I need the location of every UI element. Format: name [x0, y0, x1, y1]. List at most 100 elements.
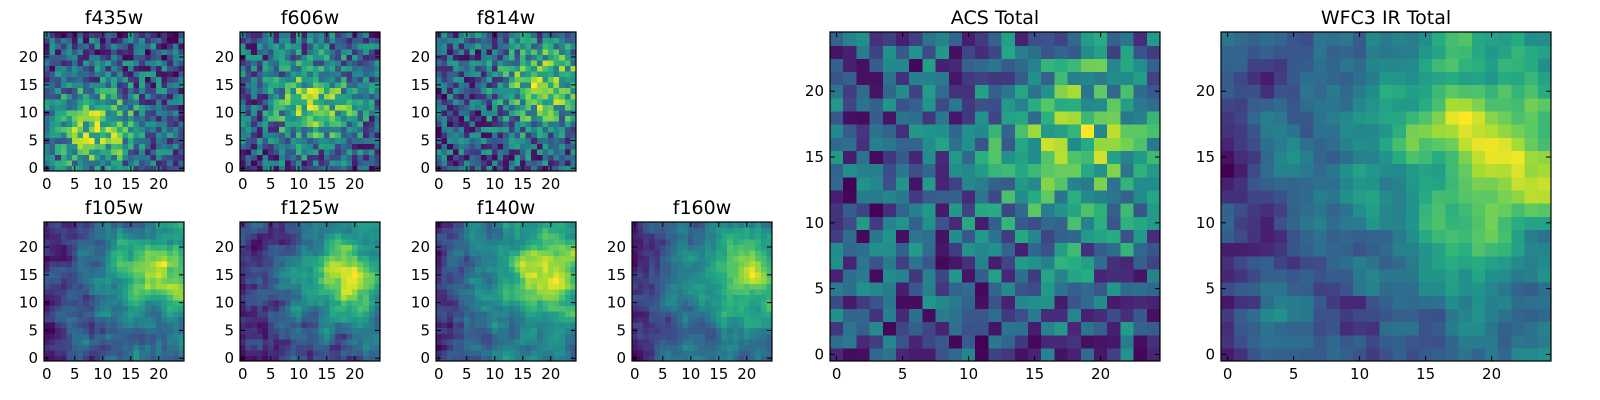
heatmap-cell — [251, 87, 258, 94]
heatmap-cell — [133, 299, 140, 306]
heatmap-cell — [318, 266, 325, 273]
heatmap-cell — [340, 104, 347, 111]
heatmap-cell — [962, 282, 976, 296]
heatmap-cell — [486, 54, 493, 61]
heatmap-cell — [324, 294, 331, 301]
heatmap-cell — [843, 242, 857, 257]
heatmap-cell — [77, 249, 84, 256]
heatmap-cell — [766, 344, 773, 351]
heatmap-cell — [111, 148, 118, 155]
heatmap-cell — [122, 333, 129, 340]
heatmap-cell — [290, 222, 297, 229]
heatmap-cell — [116, 65, 123, 72]
heatmap-cell — [749, 288, 756, 295]
heatmap-cell — [553, 294, 560, 301]
heatmap-cell — [144, 82, 151, 89]
heatmap-cell — [346, 109, 353, 116]
heatmap-cell — [525, 355, 532, 362]
heatmap-cell — [363, 288, 370, 295]
heatmap-cell — [44, 294, 51, 301]
heatmap-cell — [262, 260, 269, 268]
heatmap-cell — [648, 249, 655, 256]
heatmap-cell — [497, 227, 504, 234]
heatmap-cell — [139, 255, 146, 262]
heatmap-cell — [447, 338, 454, 345]
heatmap-cell — [49, 137, 56, 144]
heatmap-cell — [357, 165, 364, 172]
heatmap-cell — [447, 148, 454, 155]
heatmap-cell — [368, 327, 375, 334]
heatmap-cell — [279, 159, 286, 167]
heatmap-cell — [503, 344, 510, 351]
heatmap-cell — [273, 70, 280, 78]
heatmap-cell — [161, 244, 168, 251]
heatmap-cell — [553, 70, 560, 78]
heatmap-cell — [105, 344, 112, 351]
heatmap-cell — [497, 349, 504, 357]
heatmap-cell — [699, 238, 706, 245]
heatmap-cell — [116, 148, 123, 155]
x-tick-label: 15 — [317, 175, 336, 193]
heatmap-cell — [548, 143, 555, 150]
heatmap-cell — [105, 277, 112, 284]
heatmap-cell — [520, 327, 527, 334]
heatmap-cell — [139, 299, 146, 306]
heatmap-cell — [335, 143, 342, 150]
heatmap-cell — [279, 154, 286, 161]
heatmap-cell — [55, 115, 62, 122]
heatmap-cell — [352, 322, 359, 329]
heatmap-cell — [497, 322, 504, 329]
heatmap-cell — [486, 143, 493, 150]
heatmap-cell — [458, 148, 465, 155]
heatmap-cell — [245, 305, 252, 312]
heatmap-cell — [721, 238, 728, 245]
heatmap-cell — [94, 87, 101, 94]
panel-title: f105w — [85, 197, 144, 219]
heatmap-cell — [172, 272, 179, 279]
heatmap-cell — [116, 59, 123, 66]
heatmap-cell — [44, 59, 51, 66]
heatmap-cell — [245, 283, 252, 290]
heatmap-cell — [167, 54, 174, 61]
heatmap-cell — [88, 344, 95, 351]
heatmap-cell — [1014, 268, 1029, 283]
heatmap-cell — [458, 37, 465, 44]
heatmap-cell — [654, 305, 661, 312]
heatmap-cell — [44, 288, 51, 295]
heatmap-cell — [660, 305, 667, 312]
heatmap-cell — [72, 54, 79, 61]
heatmap-cell — [486, 126, 493, 133]
heatmap-cell — [329, 120, 336, 128]
heatmap-cell — [531, 148, 538, 155]
heatmap-cell — [716, 305, 723, 312]
heatmap-cell — [475, 260, 482, 268]
heatmap-cell — [738, 344, 745, 351]
heatmap-cell — [49, 327, 56, 334]
heatmap-cell — [671, 233, 678, 240]
heatmap-cell — [340, 227, 347, 234]
heatmap-cell — [301, 277, 308, 284]
heatmap-cell — [301, 48, 308, 55]
heatmap-cell — [262, 59, 269, 66]
heatmap-cell — [469, 132, 476, 139]
heatmap-cell — [346, 349, 353, 357]
heatmap-cell — [296, 98, 303, 105]
heatmap-cell — [122, 233, 129, 240]
heatmap-cell — [508, 154, 515, 161]
heatmap-cell — [329, 294, 336, 301]
heatmap-cell — [452, 54, 459, 61]
x-tick-label: 10 — [289, 365, 308, 383]
heatmap-cell — [100, 333, 107, 340]
heatmap-cell — [335, 93, 342, 100]
heatmap-cell — [935, 203, 950, 217]
heatmap-cell — [1094, 334, 1108, 349]
heatmap-cell — [441, 132, 448, 139]
heatmap-cell — [161, 299, 168, 306]
heatmap-cell — [44, 115, 51, 122]
heatmap-cell — [150, 249, 157, 256]
heatmap-cell — [480, 288, 487, 295]
heatmap-cell — [531, 37, 538, 44]
heatmap-cell — [161, 132, 168, 139]
heatmap-cell — [55, 137, 62, 144]
heatmap-cell — [436, 93, 443, 100]
